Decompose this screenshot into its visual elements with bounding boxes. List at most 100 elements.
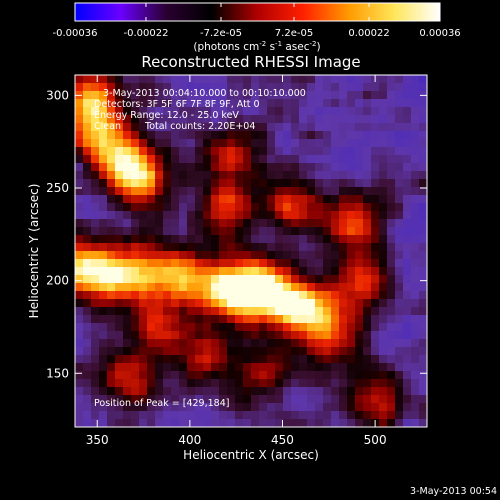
heatmap-cell (259, 339, 268, 348)
heatmap-cell (147, 395, 156, 404)
heatmap-cell (75, 171, 84, 180)
heatmap-cell (291, 411, 300, 420)
heatmap-cell (211, 419, 220, 427)
heatmap-cell (227, 203, 236, 212)
heatmap-cell (147, 211, 156, 220)
heatmap-cell (139, 363, 148, 372)
heatmap-cell (187, 131, 196, 140)
heatmap-cell (235, 363, 244, 372)
heatmap-cell (139, 163, 148, 172)
x-tick-label: 400 (178, 433, 201, 447)
heatmap-cell (123, 235, 132, 244)
heatmap-cell (107, 187, 116, 196)
heatmap-cell (347, 299, 356, 308)
heatmap-cell (203, 419, 212, 427)
heatmap-cell (315, 379, 324, 388)
heatmap-cell (195, 371, 204, 380)
heatmap-cell (323, 323, 332, 332)
heatmap-cell (403, 243, 412, 252)
heatmap-cell (363, 171, 372, 180)
heatmap-cell (419, 123, 427, 132)
heatmap-cell (275, 347, 284, 356)
heatmap-cell (107, 171, 116, 180)
heatmap-cell (387, 179, 396, 188)
heatmap-cell (235, 179, 244, 188)
heatmap-cell (171, 139, 180, 148)
heatmap-cell (339, 227, 348, 236)
heatmap-cell (155, 243, 164, 252)
heatmap-cell (187, 371, 196, 380)
heatmap-cell (115, 307, 124, 316)
heatmap-cell (259, 259, 268, 268)
heatmap-cell (323, 387, 332, 396)
heatmap-cell (291, 235, 300, 244)
heatmap-cell (115, 347, 124, 356)
heatmap-cell (75, 355, 84, 364)
heatmap-cell (283, 155, 292, 164)
heatmap-cell (363, 75, 372, 84)
heatmap-cell (147, 379, 156, 388)
heatmap-cell (323, 363, 332, 372)
heatmap-cell (315, 339, 324, 348)
heatmap-cell (371, 251, 380, 260)
heatmap-cell (195, 195, 204, 204)
heatmap-cell (411, 91, 420, 100)
heatmap-cell (211, 323, 220, 332)
heatmap-cell (347, 219, 356, 228)
heatmap-cell (259, 123, 268, 132)
heatmap-cell (331, 403, 340, 412)
heatmap-cell (115, 315, 124, 324)
heatmap-cell (195, 131, 204, 140)
heatmap-cell (347, 355, 356, 364)
heatmap-cell (243, 347, 252, 356)
heatmap-cell (355, 371, 364, 380)
heatmap-cell (187, 211, 196, 220)
heatmap-cell (163, 299, 172, 308)
heatmap-cell (371, 291, 380, 300)
heatmap-cell (411, 339, 420, 348)
heatmap-cell (259, 227, 268, 236)
heatmap-cell (243, 411, 252, 420)
heatmap-cell (355, 291, 364, 300)
heatmap-cell (163, 235, 172, 244)
heatmap-cell (163, 379, 172, 388)
heatmap-cell (419, 339, 427, 348)
heatmap-cell (339, 211, 348, 220)
heatmap-cell (315, 187, 324, 196)
annotation-clean: Clean (94, 121, 121, 132)
heatmap-cell (219, 379, 228, 388)
heatmap-cell (99, 251, 108, 260)
heatmap-cell (163, 339, 172, 348)
heatmap-cell (267, 99, 276, 108)
heatmap-cell (251, 307, 260, 316)
heatmap-cell (91, 243, 100, 252)
heatmap-cell (179, 267, 188, 276)
heatmap-cell (91, 403, 100, 412)
heatmap-cell (227, 259, 236, 268)
heatmap-cell (395, 235, 404, 244)
heatmap-cell (219, 163, 228, 172)
heatmap-cell (163, 283, 172, 292)
heatmap-cell (331, 243, 340, 252)
heatmap-cell (203, 355, 212, 364)
heatmap-cell (99, 123, 108, 132)
heatmap-cell (315, 155, 324, 164)
heatmap-cell (299, 411, 308, 420)
heatmap-cell (195, 315, 204, 324)
heatmap-cell (75, 251, 84, 260)
heatmap-cell (179, 371, 188, 380)
heatmap-cell (267, 147, 276, 156)
heatmap-cell (379, 411, 388, 420)
heatmap-cell (235, 315, 244, 324)
heatmap-cell (243, 371, 252, 380)
heatmap-cell (131, 315, 140, 324)
heatmap-cell (75, 139, 84, 148)
heatmap-cell (411, 83, 420, 92)
heatmap-cell (219, 139, 228, 148)
heatmap-cell (267, 267, 276, 276)
heatmap-cell (387, 339, 396, 348)
heatmap-cell (235, 91, 244, 100)
heatmap-cell (307, 139, 316, 148)
heatmap-cell (219, 395, 228, 404)
